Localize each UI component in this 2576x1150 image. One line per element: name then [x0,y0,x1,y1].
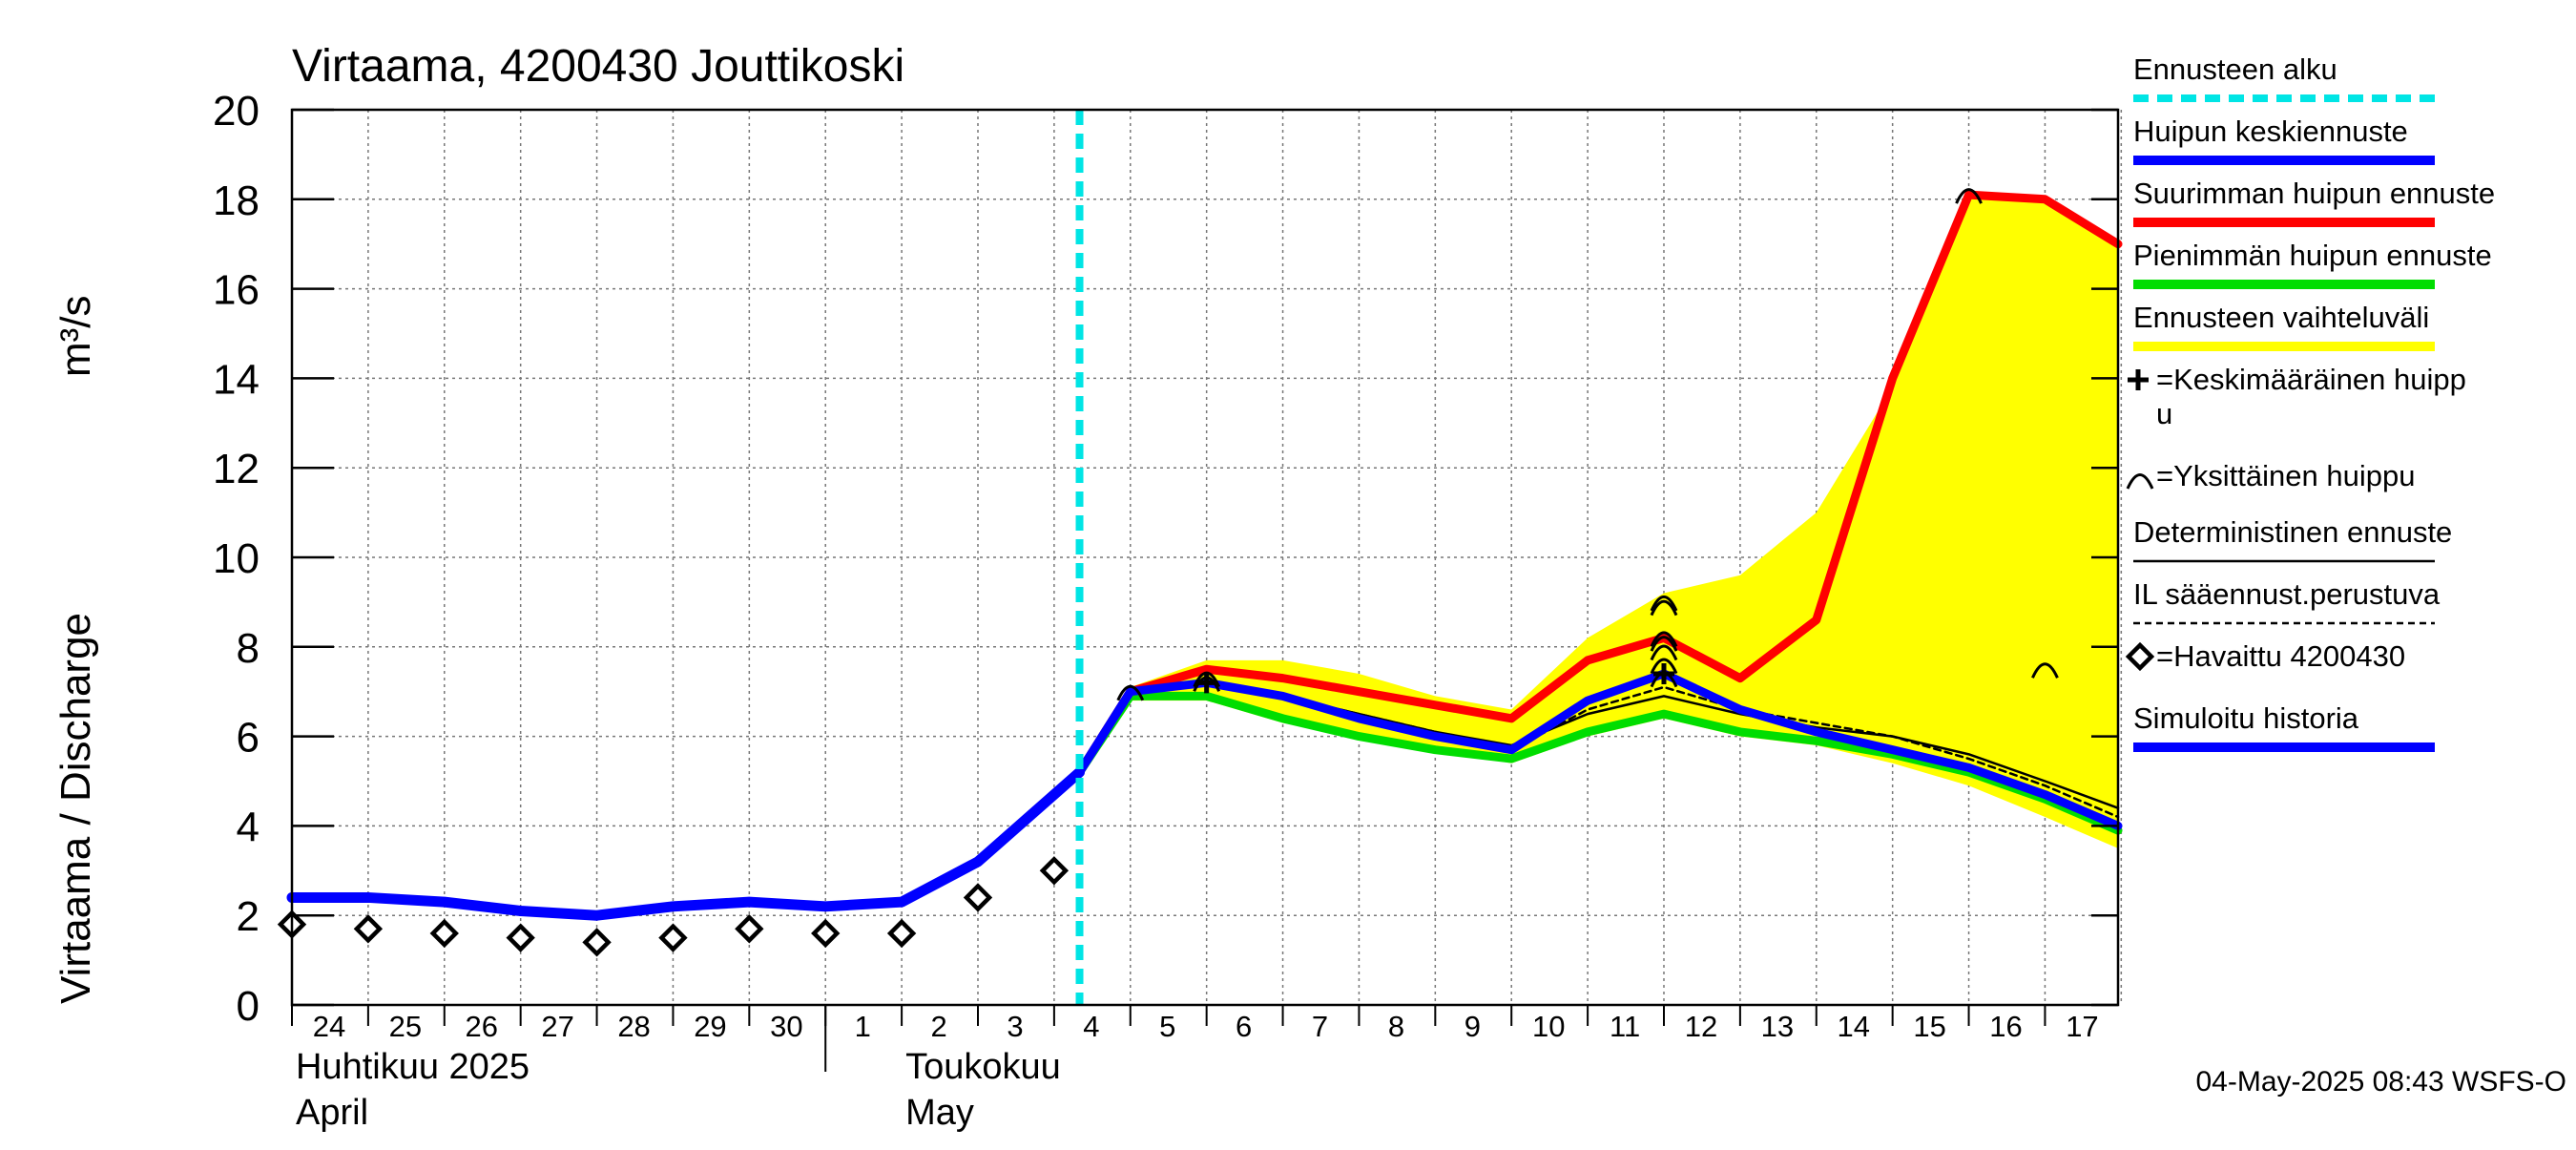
x-tick-label: 7 [1312,1010,1328,1043]
series-markers [277,188,2059,957]
marker-yksittainen-huippu [1955,188,1983,204]
marker-yksittainen-huippu [1650,631,1678,648]
timestamp: 04-May-2025 08:43 WSFS-O [2196,1066,2567,1098]
marker-havaittu-4200430 [506,923,535,952]
marker-yksittainen-huippu [2031,662,2059,679]
marker-yksittainen-huippu [1116,684,1145,701]
marker-havaittu-4200430 [429,918,459,949]
month-label: Toukokuu [905,1047,1061,1087]
legend-ennusteen-vaihteluvali-label: Ennusteen vaihteluväli [2133,301,2429,334]
x-tick-label: 30 [770,1010,802,1043]
month-label-english: April [296,1093,368,1133]
legend-pienimman-huipun-ennuste-label: Pienimmän huipun ennuste [2133,239,2492,272]
x-tick-label: 26 [466,1010,498,1043]
x-tick-label: 3 [1007,1010,1023,1043]
marker-keskimaarainen-huippu [1653,662,1674,684]
legend-il-saaennust-perustuva-label: IL sääennust.perustuva [2133,577,2441,611]
marker-havaittu-4200430 [735,914,764,944]
marker-yksittainen-huippu [1650,644,1678,661]
marker-keskimaarainen-huippu [1195,672,1217,694]
y-tick-label: 14 [213,356,260,403]
y-tick-label: 10 [213,535,260,582]
legend-havaittu-4200430-label: =Havaittu 4200430 [2156,639,2405,673]
marker-havaittu-4200430 [886,918,917,949]
marker-yksittainen-huippu [1650,599,1678,617]
series-ennusteen-vaihteluvali [1130,190,2118,848]
month-label-english: May [905,1093,974,1133]
marker-havaittu-4200430 [353,914,384,944]
legend-keskimaarainen-huipp-label: =Keskimääräinen huipp [2156,363,2466,396]
y-tick-label: 20 [213,88,260,135]
legend-deterministinen-ennuste-label: Deterministinen ennuste [2133,515,2452,549]
y-tick-label: 18 [213,178,260,224]
series-simuloitu-historia [286,766,1086,921]
y-axis-unit: m³/s [52,295,99,377]
y-tick-label: 0 [237,983,260,1030]
legend-yksittainen-huippu-label: =Yksittäinen huippu [2156,459,2415,492]
x-tick-label: 8 [1388,1010,1404,1043]
x-tick-label: 29 [694,1010,726,1043]
marker-havaittu-4200430 [1039,856,1070,886]
x-tick-label: 15 [1913,1010,1945,1043]
legend-ennusteen-alku-label: Ennusteen alku [2133,52,2337,86]
marker-yksittainen-huippu [1650,595,1678,612]
month-label: Huhtikuu 2025 [296,1047,530,1087]
legend-yksittainen-huippu-swatch [2126,473,2154,490]
legend-keskimaarainen-huipp-swatch [2128,369,2149,390]
legend-suurimman-huipun-ennuste-label: Suurimman huipun ennuste [2133,177,2495,210]
legend-huipun-keskiennuste-label: Huipun keskiennuste [2133,115,2408,148]
y-tick-label: 16 [213,267,260,314]
x-tick-label: 4 [1083,1010,1099,1043]
y-tick-label: 6 [237,715,260,762]
x-tick-label: 25 [389,1010,422,1043]
x-tick-label: 28 [617,1010,650,1043]
x-tick-label: 9 [1465,1010,1481,1043]
x-tick-label: 2 [930,1010,946,1043]
marker-yksittainen-huippu [1650,636,1678,652]
marker-havaittu-4200430 [963,883,993,912]
x-tick-label: 5 [1159,1010,1175,1043]
y-tick-label: 8 [237,625,260,672]
x-tick-label: 1 [855,1010,871,1043]
x-tick-label: 10 [1532,1010,1565,1043]
x-axis: 24 25 26 27 28 29 30 1 2 3 4 5 6 7 8 9 10 11 12 13 14 15 16 17H… [291,1005,2099,1133]
series-huipun-keskiennuste [1075,669,2123,830]
y-axis-label: Virtaama / Discharge [52,613,99,1004]
x-tick-label: 14 [1838,1010,1870,1043]
y-tick-label: 4 [237,804,260,850]
series-pienimman-huipun-ennuste [1075,691,2123,835]
chart-title: Virtaama, 4200430 Jouttikoski [292,41,904,92]
y-tick-label: 12 [213,446,260,492]
x-tick-label: 6 [1236,1010,1252,1043]
x-tick-label: 16 [1989,1010,2022,1043]
y-tick-label: 2 [237,893,260,940]
marker-havaittu-4200430 [658,923,688,952]
legend: Ennusteen alku Huipun keskiennuste Suurimm… [2125,52,2495,752]
marker-havaittu-4200430 [811,918,841,949]
legend-keskimaarainen-huipp-label-cont: u [2156,397,2172,430]
x-tick-label: 17 [2066,1010,2098,1043]
legend-havaittu-4200430-swatch [2125,641,2155,672]
legend-simuloitu-historia-label: Simuloitu historia [2133,701,2359,735]
x-tick-label: 11 [1610,1010,1640,1043]
y-axis: 0 2 4 6 8 10 12 14 16 18 20 [213,88,2118,1030]
series-lines [286,190,2123,921]
x-tick-label: 24 [313,1010,345,1043]
marker-havaittu-4200430 [582,928,612,957]
x-tick-label: 12 [1685,1010,1717,1043]
x-tick-label: 13 [1761,1010,1794,1043]
marker-yksittainen-huippu [1650,658,1678,675]
x-tick-label: 27 [541,1010,573,1043]
forecast-range-band [1130,190,2118,848]
series-suurimman-huipun-ennuste [1075,190,2123,777]
